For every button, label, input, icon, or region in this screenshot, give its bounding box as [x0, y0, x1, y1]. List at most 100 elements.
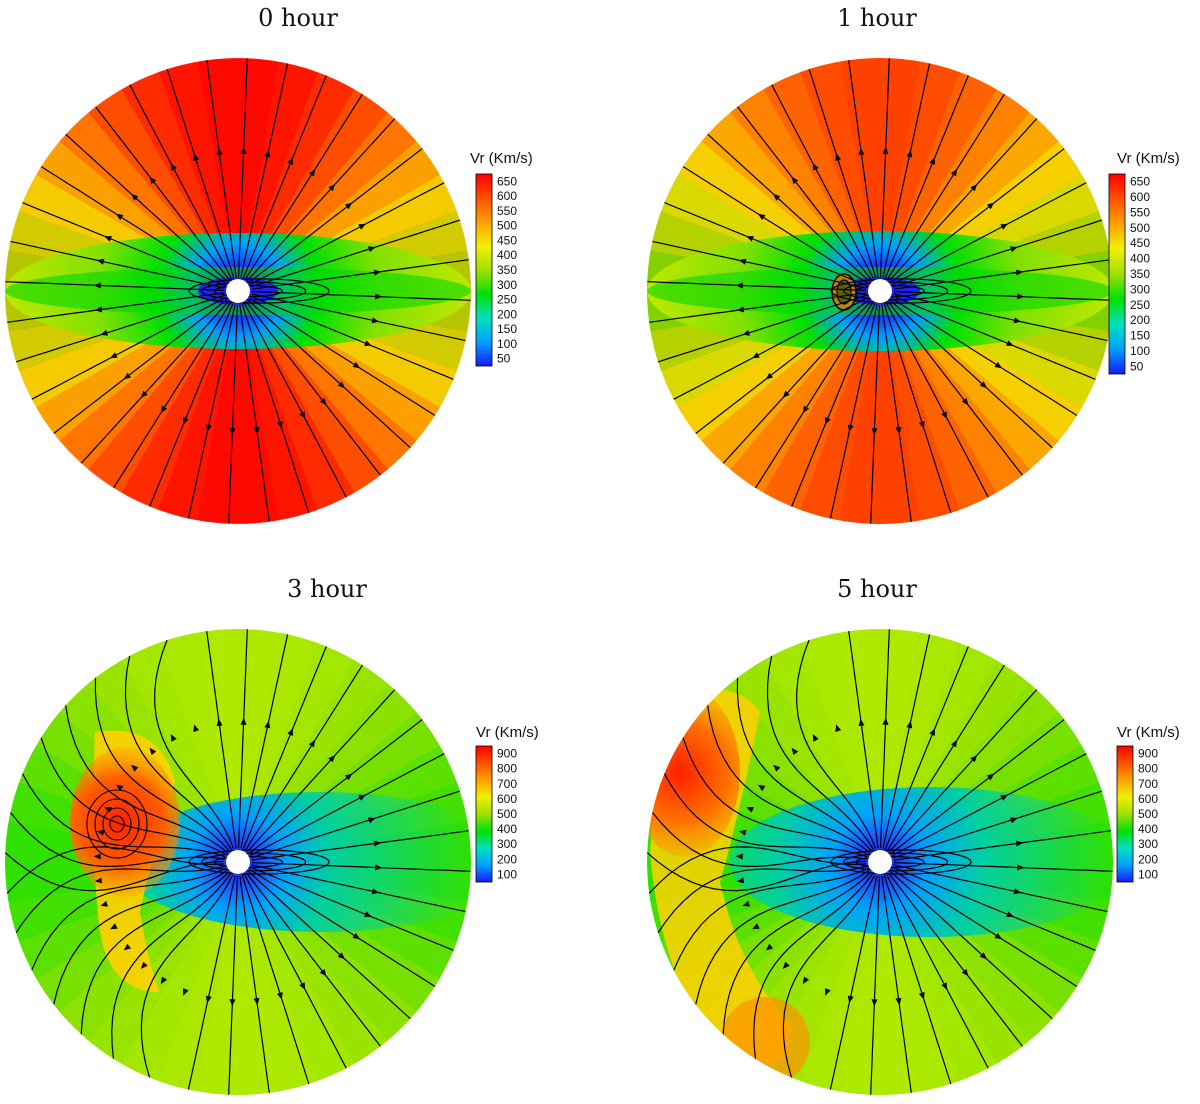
- streamline: [771, 84, 875, 279]
- streamline: [241, 304, 310, 514]
- streamline: [890, 719, 1065, 854]
- streamline: [881, 875, 912, 1093]
- streamlines: [5, 58, 471, 524]
- colorbar-tick-label: 50: [497, 352, 511, 366]
- equatorial-band: [730, 787, 1113, 937]
- streamline-arrow: [373, 840, 382, 847]
- streamline-arrow: [352, 932, 361, 940]
- streamline: [891, 297, 1078, 417]
- velocity-map: [5, 629, 471, 1095]
- streamline-arrow: [276, 421, 283, 429]
- colorbar-tick-label: 200: [1130, 313, 1150, 327]
- streamline-arrow: [94, 877, 103, 884]
- streamline-arrow: [358, 223, 366, 230]
- streamlines: [5, 629, 471, 1095]
- streamline-arrow: [941, 982, 948, 990]
- panel-1-hour: 1 hour Vr (Km/s) 650 600 550 500 450 400 350 30…: [600, 0, 1200, 552]
- streamline: [888, 118, 1038, 282]
- velocity-wedge: [197, 58, 238, 291]
- streamline: [247, 299, 411, 449]
- streamline-arrow: [979, 381, 987, 389]
- colorbar-tick-label: 400: [497, 822, 517, 836]
- sun-disk: [868, 279, 892, 303]
- colorbar-tick-label: 600: [1130, 190, 1150, 204]
- streamline: [243, 303, 347, 498]
- colorbar-tick-label: 100: [497, 867, 517, 881]
- streamline: [808, 68, 877, 278]
- streamline-arrow: [802, 405, 810, 414]
- colorbar-legend: Vr (Km/s) 650600550500450400350300250200…: [1108, 150, 1180, 375]
- streamline-arrow: [170, 163, 177, 171]
- closed-field-loop: [188, 849, 330, 875]
- legend-title: Vr (Km/s): [476, 724, 539, 741]
- streamline-arrow: [742, 329, 750, 336]
- streamline-arrow: [1017, 293, 1025, 300]
- streamline: [682, 737, 869, 856]
- streamline: [124, 655, 233, 850]
- streamline-arrow: [240, 146, 247, 154]
- streamline: [657, 865, 867, 934]
- streamline-arrow: [765, 943, 774, 951]
- streamline-arrow: [994, 932, 1003, 940]
- flux-rope-spiral: [86, 789, 148, 859]
- streamline: [652, 240, 867, 289]
- streamline-arrow: [229, 999, 236, 1007]
- streamline: [891, 868, 1078, 988]
- streamline: [251, 291, 471, 301]
- streamline-arrow: [93, 282, 101, 289]
- streamline: [889, 299, 1053, 449]
- panel-title: 5 hour: [837, 575, 917, 603]
- streamline: [893, 790, 1103, 859]
- closed-field-loop: [843, 852, 949, 872]
- streamline: [695, 870, 870, 1005]
- streamline: [892, 866, 1096, 951]
- streamline: [880, 629, 890, 849]
- streamline-arrow: [364, 340, 372, 346]
- colorbar-tick-label: 200: [497, 852, 517, 866]
- streamline: [166, 68, 235, 278]
- streamline: [129, 84, 233, 279]
- streamline-arrow: [287, 728, 293, 736]
- streamline-arrow: [812, 734, 819, 742]
- streamline-arrow: [344, 773, 353, 781]
- streamline-arrow: [746, 236, 754, 242]
- streamline-arrow: [746, 807, 754, 813]
- streamline: [883, 304, 952, 514]
- streamline-arrow: [1000, 794, 1008, 801]
- colorbar-tick-label: 150: [1130, 329, 1150, 343]
- velocity-wedge: [238, 58, 279, 291]
- panel-5-svg: 5 hour Vr (Km/s) 90080070060050040030020…: [647, 575, 1180, 1095]
- streamline: [250, 753, 445, 857]
- streamline: [893, 862, 1113, 872]
- streamline: [664, 202, 868, 287]
- streamline: [737, 106, 872, 281]
- colorbar-tick-label: 450: [1130, 236, 1150, 250]
- velocity-map: [647, 58, 1113, 524]
- streamlines: [647, 58, 1113, 524]
- streamline: [246, 301, 381, 476]
- sun-disk: [226, 279, 250, 303]
- streamline: [892, 753, 1087, 857]
- colorbar-legend: Vr (Km/s) 650600550500450400350300250200…: [470, 150, 533, 367]
- streamline: [888, 689, 1038, 853]
- streamline: [240, 63, 289, 278]
- streamline: [890, 148, 1065, 283]
- panel-0-svg: 0 hour Vr (Km/s) 65060055050045040035030…: [5, 4, 533, 524]
- streamline: [238, 629, 248, 849]
- streamline-arrow: [825, 988, 831, 996]
- streamline-arrow: [1013, 317, 1022, 324]
- streamline: [673, 867, 868, 971]
- streamline: [882, 634, 931, 849]
- streamline-arrow: [205, 424, 212, 433]
- streamline: [239, 875, 270, 1093]
- streamline-arrow: [308, 739, 316, 748]
- streamline-arrow: [742, 900, 750, 907]
- colorbar-tick-label: 550: [1130, 205, 1150, 219]
- streamline-arrow: [929, 157, 935, 165]
- streamline: [242, 75, 327, 279]
- colorbar-tick-label: 650: [1130, 175, 1150, 189]
- streamline-arrow: [373, 269, 382, 276]
